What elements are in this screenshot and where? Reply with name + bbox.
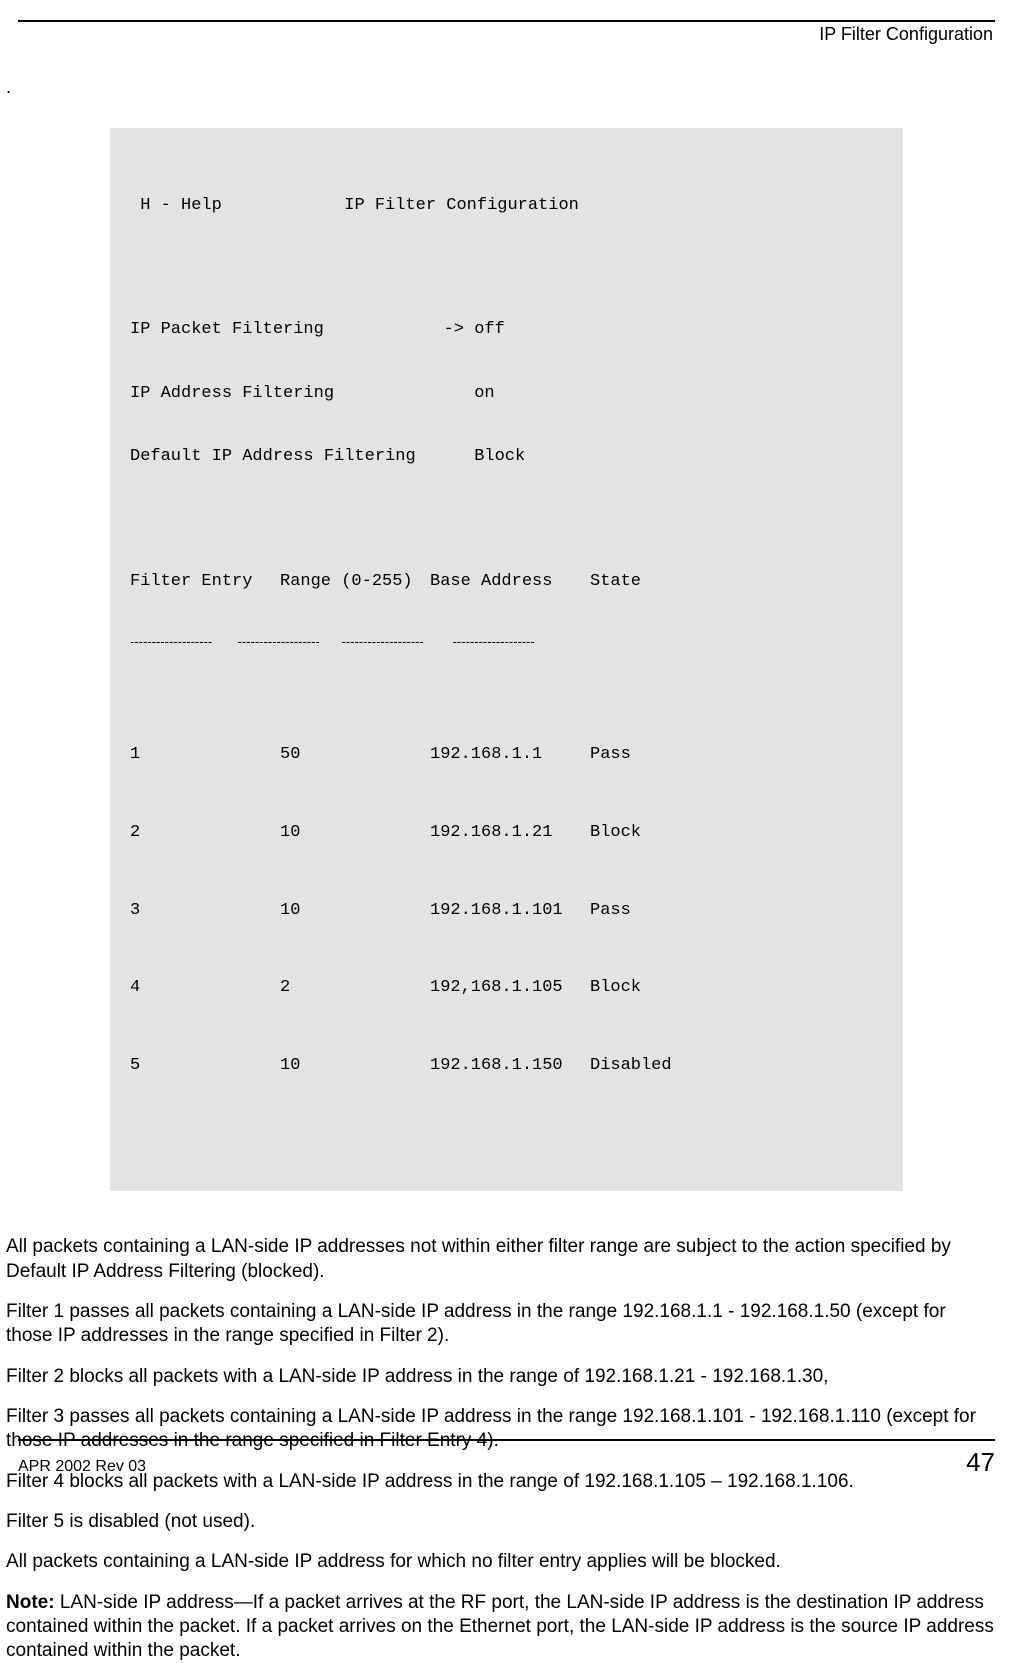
- terminal-screenshot: H - Help IP Filter Configuration IP Pack…: [110, 128, 903, 1191]
- cell-state: Pass: [590, 900, 631, 921]
- terminal-heading-row: H - Help IP Filter Configuration: [130, 195, 883, 216]
- col-range: Range (0-255): [280, 571, 430, 592]
- cell-state: Block: [590, 977, 641, 998]
- table-row: 310192.168.1.101Pass: [130, 900, 883, 921]
- note-text: LAN-side IP address—If a packet arrives …: [6, 1592, 994, 1662]
- terminal-settings: IP Packet Filtering-> off IP Address Fil…: [130, 276, 883, 510]
- cell-range: 10: [280, 1055, 430, 1076]
- setting-arrow: ->: [420, 319, 464, 340]
- cell-range: 50: [280, 744, 430, 765]
- terminal-title: IP Filter Configuration: [344, 195, 579, 216]
- col-state: State: [590, 571, 641, 592]
- paragraph: All packets containing a LAN-side IP add…: [6, 1550, 995, 1574]
- table-row: 150192.168.1.1Pass: [130, 744, 883, 765]
- setting-value: on: [474, 383, 494, 404]
- terminal-table-rows: 150192.168.1.1Pass 210192.168.1.21Block …: [130, 700, 883, 1119]
- setting-ip-address-filtering: IP Address Filtering on: [130, 383, 883, 404]
- setting-default-ip-address-filtering: Default IP Address Filtering Block: [130, 446, 883, 467]
- cell-state: Pass: [590, 744, 631, 765]
- setting-label: IP Address Filtering: [130, 383, 420, 404]
- setting-ip-packet-filtering: IP Packet Filtering-> off: [130, 319, 883, 340]
- col-filter-entry: Filter Entry: [130, 571, 280, 592]
- cell-base: 192.168.1.150: [430, 1055, 590, 1076]
- setting-label: Default IP Address Filtering: [130, 446, 420, 467]
- page: IP Filter Configuration . H - Help IP Fi…: [0, 0, 1013, 1663]
- cell-entry: 1: [130, 744, 280, 765]
- cell-entry: 5: [130, 1055, 280, 1076]
- cell-base: 192.168.1.101: [430, 900, 590, 921]
- setting-value: off: [474, 319, 505, 340]
- cell-entry: 2: [130, 822, 280, 843]
- col-base-address: Base Address: [430, 571, 590, 592]
- paragraph: Filter 1 passes all packets containing a…: [6, 1300, 995, 1349]
- header-rule: IP Filter Configuration: [18, 20, 995, 51]
- paragraph: Filter 5 is disabled (not used).: [6, 1510, 995, 1534]
- cell-state: Block: [590, 822, 641, 843]
- setting-value: Block: [474, 446, 525, 467]
- help-hint: H - Help: [140, 195, 222, 216]
- cell-entry: 4: [130, 977, 280, 998]
- note-label: Note:: [6, 1592, 55, 1613]
- cell-range: 10: [280, 822, 430, 843]
- terminal-table-separator: ------------------- ------------------- …: [130, 634, 883, 651]
- table-row: 42192,168.1.105Block: [130, 977, 883, 998]
- stray-period: .: [6, 77, 1013, 98]
- cell-state: Disabled: [590, 1055, 672, 1076]
- cell-base: 192,168.1.105: [430, 977, 590, 998]
- note-paragraph: Note: LAN-side IP address—If a packet ar…: [6, 1591, 995, 1663]
- footer-page-number: 47: [966, 1447, 995, 1478]
- cell-range: 10: [280, 900, 430, 921]
- paragraph: All packets containing a LAN-side IP add…: [6, 1235, 995, 1284]
- page-footer: APR 2002 Rev 03 47: [18, 1439, 995, 1478]
- cell-range: 2: [280, 977, 430, 998]
- cell-base: 192.168.1.1: [430, 744, 590, 765]
- cell-entry: 3: [130, 900, 280, 921]
- paragraph: Filter 2 blocks all packets with a LAN-s…: [6, 1365, 995, 1389]
- page-header-title: IP Filter Configuration: [18, 24, 995, 51]
- table-row: 210192.168.1.21Block: [130, 822, 883, 843]
- table-row: 510192.168.1.150Disabled: [130, 1055, 883, 1076]
- setting-label: IP Packet Filtering: [130, 319, 420, 340]
- terminal-table-header: Filter EntryRange (0-255)Base AddressSta…: [130, 571, 883, 592]
- cell-base: 192.168.1.21: [430, 822, 590, 843]
- footer-revision: APR 2002 Rev 03: [18, 1458, 146, 1476]
